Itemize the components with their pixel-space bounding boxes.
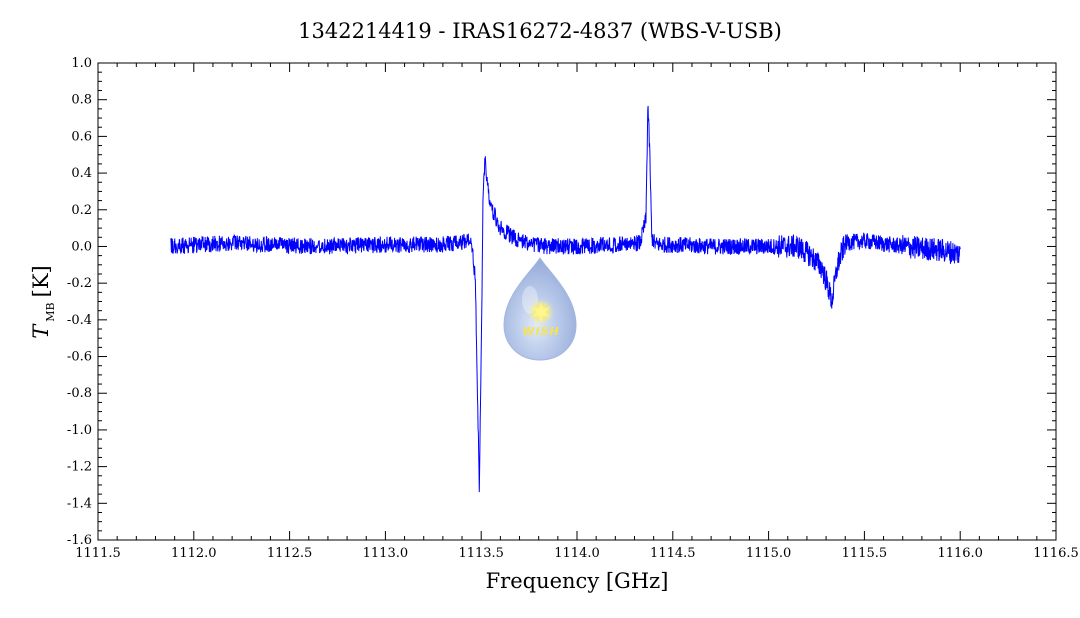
y-tick-label: 0.2 xyxy=(71,203,92,218)
y-tick-label: -0.6 xyxy=(67,350,92,365)
y-tick-label: 0.8 xyxy=(71,93,92,108)
x-tick-label: 1116.0 xyxy=(937,546,983,561)
plot-frame xyxy=(97,62,1057,541)
y-axis-label: T MB [K] xyxy=(29,265,57,338)
x-tick-label: 1112.5 xyxy=(267,546,313,561)
logo-text: WISH xyxy=(522,325,559,338)
x-tick-label: 1116.5 xyxy=(1033,546,1079,561)
y-axis-label-unit: [K] xyxy=(29,265,53,297)
x-axis: 1111.5 1112.0 1112.5 1113.0 1113.5 1114.0 1114… xyxy=(75,63,1079,561)
y-tick-label: -0.4 xyxy=(67,313,92,328)
y-tick-label: 0.6 xyxy=(71,129,92,144)
x-tick-label: 1114.0 xyxy=(554,546,600,561)
svg-text:TMB[K]: T MB [K] xyxy=(29,265,57,338)
series-layer xyxy=(170,105,961,493)
y-axis-label-sub: MB xyxy=(44,302,57,321)
x-tick-label: 1113.5 xyxy=(458,546,504,561)
y-tick-label: -1.0 xyxy=(67,423,92,438)
y-axis: 1.0 0.8 0.6 0.4 0.2 0.0 -0.2 -0.4 -0.6 -0.8 -1.0 -1… xyxy=(67,56,1056,548)
y-tick-label: -1.2 xyxy=(67,460,92,475)
y-tick-label: -0.2 xyxy=(67,276,92,291)
y-tick-label: -0.8 xyxy=(67,386,92,401)
x-tick-label: 1114.5 xyxy=(650,546,696,561)
x-tick-label: 1115.5 xyxy=(842,546,888,561)
x-tick-label: 1115.0 xyxy=(746,546,792,561)
chart-title: 1342214419 - IRAS16272-4837 (WBS-V-USB) xyxy=(298,19,782,43)
x-tick-label: 1111.5 xyxy=(75,546,121,561)
x-tick-label: 1112.0 xyxy=(171,546,217,561)
y-tick-label: -1.4 xyxy=(67,496,92,511)
y-tick-label: 1.0 xyxy=(71,56,92,71)
y-tick-label: -1.6 xyxy=(67,533,92,548)
y-tick-label: 0.0 xyxy=(71,239,92,254)
spectrum-line xyxy=(170,105,961,493)
x-tick-label: 1113.0 xyxy=(363,546,409,561)
y-axis-label-main: T xyxy=(29,323,53,339)
y-tick-label: 0.4 xyxy=(71,166,92,181)
x-axis-label: Frequency [GHz] xyxy=(486,569,669,593)
wish-logo: WISH xyxy=(503,257,577,361)
